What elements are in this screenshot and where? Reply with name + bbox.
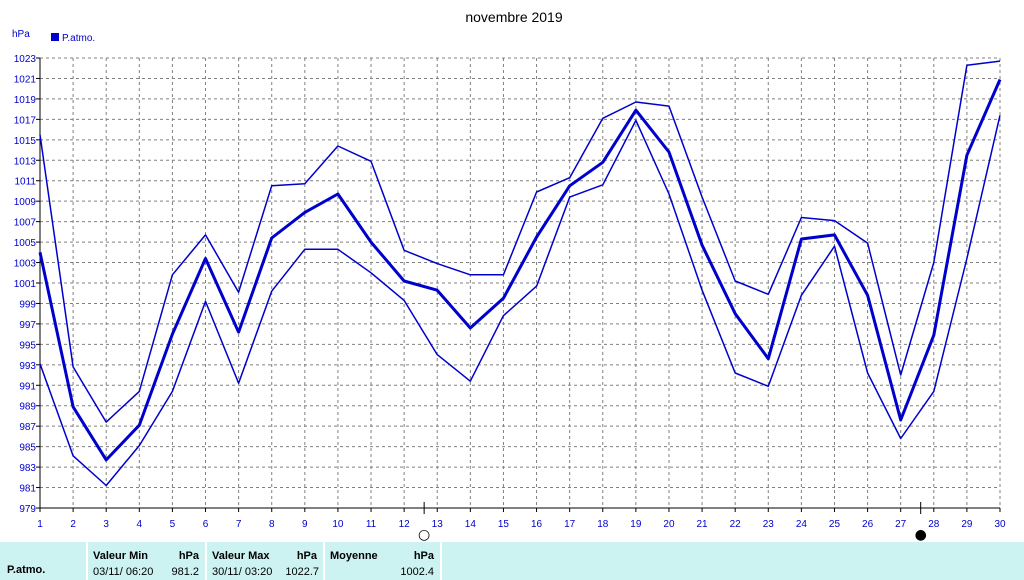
x-tick-label: 3	[103, 519, 109, 530]
x-tick-label: 24	[796, 519, 808, 530]
x-tick-label: 12	[399, 519, 411, 530]
chart-area: novembre 2019 hPa P.atmo. 97998198398598…	[12, 9, 1006, 542]
x-tick-label: 10	[332, 519, 344, 530]
y-tick-label: 1023	[14, 54, 37, 65]
legend-label: P.atmo.	[62, 33, 95, 44]
avg-value: 1002.4	[400, 566, 434, 578]
x-tick-label: 26	[862, 519, 874, 530]
avg-header: Moyenne	[330, 550, 378, 562]
x-tick-label: 2	[70, 519, 76, 530]
legend-swatch	[51, 33, 59, 41]
footer-avg-cell: Moyenne hPa 1002.4	[325, 542, 440, 580]
min-value: 981.2	[171, 566, 199, 578]
y-tick-label: 1007	[14, 218, 37, 229]
y-tick-label: 985	[19, 443, 36, 454]
y-tick-label: 991	[19, 381, 36, 392]
y-tick-label: 1013	[14, 156, 37, 167]
y-tick-label: 995	[19, 340, 36, 351]
x-tick-label: 16	[531, 519, 543, 530]
x-tick-label: 22	[730, 519, 742, 530]
x-tick-label: 30	[994, 519, 1006, 530]
series-line-max	[39, 60, 1001, 423]
y-tick-label: 1003	[14, 259, 37, 270]
footer-min-cell: Valeur Min hPa 03/11/ 06:20 981.2	[88, 542, 205, 580]
min-header: Valeur Min	[93, 550, 149, 562]
axes	[36, 57, 1001, 512]
x-tick-label: 1	[37, 519, 43, 530]
max-value: 1022.7	[285, 566, 319, 578]
footer-label-cell: P.atmo.	[0, 542, 86, 580]
y-tick-label: 983	[19, 463, 36, 474]
chart-title: novembre 2019	[465, 9, 563, 25]
x-tick-label: 14	[465, 519, 477, 530]
y-tick-label: 993	[19, 361, 36, 372]
moon-phase-markers: ○ ●	[418, 502, 927, 542]
max-date: 30/11/ 03:20	[212, 566, 273, 578]
x-tick-label: 13	[432, 519, 444, 530]
y-tick-label: 1021	[14, 74, 37, 85]
x-tick-label: 17	[564, 519, 576, 530]
x-tick-label: 27	[895, 519, 907, 530]
y-tick-label: 989	[19, 402, 36, 413]
y-tick-label: 1015	[14, 136, 37, 147]
x-tick-label: 15	[498, 519, 510, 530]
footer-row-label: P.atmo.	[7, 564, 46, 576]
x-tick-label: 11	[366, 519, 377, 530]
x-tick-label: 28	[928, 519, 940, 530]
series-line-mean	[38, 78, 1002, 462]
max-unit: hPa	[296, 550, 317, 562]
x-tick-label: 21	[697, 519, 709, 530]
x-tick-label: 18	[597, 519, 609, 530]
footer-max-cell: Valeur Max hPa 30/11/ 03:20 1022.7	[207, 542, 323, 580]
y-tick-label: 1001	[14, 279, 37, 290]
series-lines	[38, 60, 1002, 487]
y-tick-label: 979	[19, 504, 36, 515]
moon-phase-icon: ●	[915, 527, 927, 542]
x-tick-label: 25	[829, 519, 841, 530]
x-tick-label: 6	[203, 519, 209, 530]
x-tick-label: 7	[236, 519, 242, 530]
y-axis-unit: hPa	[12, 29, 30, 40]
y-tick-label: 981	[19, 484, 36, 495]
series-line-min	[39, 115, 1001, 487]
x-tick-label: 8	[269, 519, 275, 530]
y-tick-label: 1011	[14, 177, 36, 188]
grid-lines	[40, 57, 1001, 508]
summary-footer: P.atmo. Valeur Min hPa 03/11/ 06:20 981.…	[0, 542, 1024, 580]
y-tick-label: 999	[19, 299, 36, 310]
x-tick-label: 4	[137, 519, 143, 530]
x-tick-label: 29	[961, 519, 973, 530]
x-tick-label: 5	[170, 519, 176, 530]
y-tick-label: 1005	[14, 238, 37, 249]
tick-labels: 9799819839859879899919939959979991001100…	[14, 54, 1006, 530]
y-tick-label: 1019	[14, 95, 37, 106]
x-tick-label: 19	[630, 519, 642, 530]
max-header: Valeur Max	[212, 550, 270, 562]
footer-filler	[442, 542, 1024, 580]
min-date: 03/11/ 06:20	[93, 566, 154, 578]
min-unit: hPa	[178, 550, 199, 562]
x-tick-label: 9	[302, 519, 308, 530]
x-tick-label: 20	[663, 519, 675, 530]
moon-phase-icon: ○	[418, 527, 430, 542]
y-tick-label: 1009	[14, 197, 37, 208]
y-tick-label: 997	[19, 320, 36, 331]
y-tick-label: 1017	[14, 115, 37, 126]
y-tick-label: 987	[19, 422, 36, 433]
avg-unit: hPa	[413, 550, 434, 562]
x-tick-label: 23	[763, 519, 775, 530]
